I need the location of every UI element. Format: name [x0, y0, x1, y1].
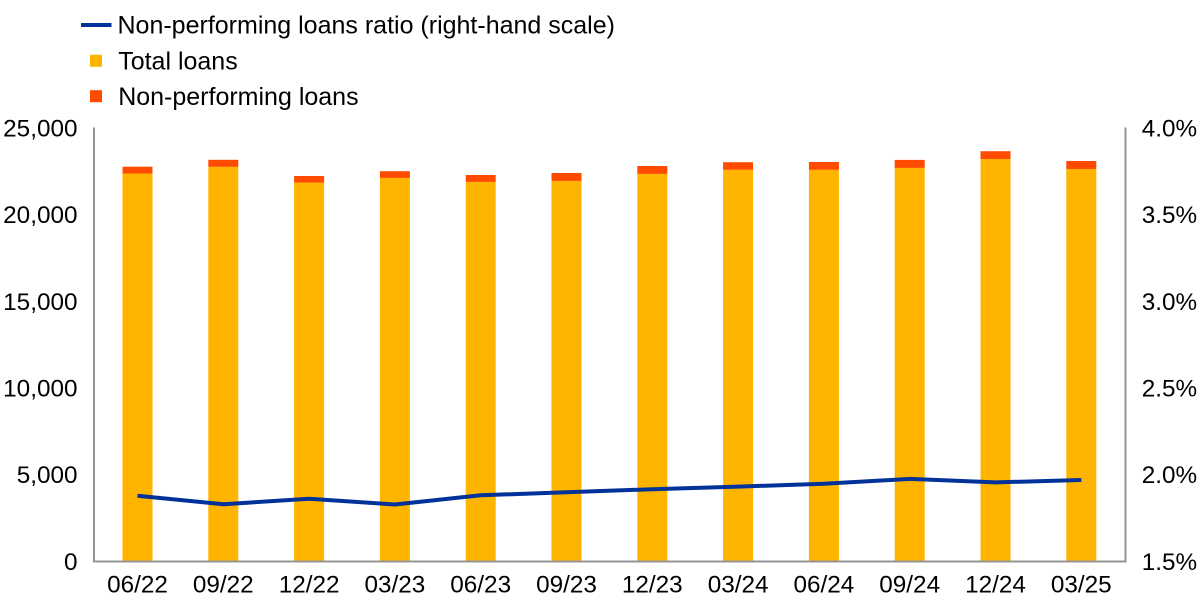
- svg-text:12/22: 12/22: [279, 572, 340, 599]
- svg-text:06/23: 06/23: [450, 572, 511, 599]
- svg-text:1.5%: 1.5%: [1142, 549, 1197, 576]
- svg-text:3.5%: 3.5%: [1142, 202, 1197, 229]
- svg-text:09/24: 09/24: [879, 572, 940, 599]
- svg-text:2.5%: 2.5%: [1142, 376, 1197, 403]
- svg-text:4.0%: 4.0%: [1142, 115, 1197, 142]
- svg-text:0: 0: [64, 549, 78, 576]
- svg-text:03/23: 03/23: [364, 572, 425, 599]
- svg-text:5,000: 5,000: [17, 462, 78, 489]
- svg-text:Non-performing loans ratio (ri: Non-performing loans ratio (right-hand s…: [118, 12, 615, 40]
- svg-text:Non-performing loans: Non-performing loans: [118, 83, 358, 111]
- svg-text:3.0%: 3.0%: [1142, 289, 1197, 316]
- svg-text:12/24: 12/24: [965, 572, 1026, 599]
- svg-text:06/22: 06/22: [107, 572, 168, 599]
- svg-text:09/22: 09/22: [193, 572, 254, 599]
- svg-text:06/24: 06/24: [793, 572, 854, 599]
- svg-text:10,000: 10,000: [3, 376, 77, 403]
- svg-text:03/24: 03/24: [708, 572, 769, 599]
- svg-text:20,000: 20,000: [3, 202, 77, 229]
- svg-text:03/25: 03/25: [1051, 572, 1112, 599]
- svg-text:2.0%: 2.0%: [1142, 462, 1197, 489]
- svg-text:Total loans: Total loans: [118, 47, 238, 75]
- svg-text:09/23: 09/23: [536, 572, 597, 599]
- svg-text:12/23: 12/23: [622, 572, 683, 599]
- svg-text:25,000: 25,000: [3, 115, 77, 142]
- svg-text:15,000: 15,000: [3, 289, 77, 316]
